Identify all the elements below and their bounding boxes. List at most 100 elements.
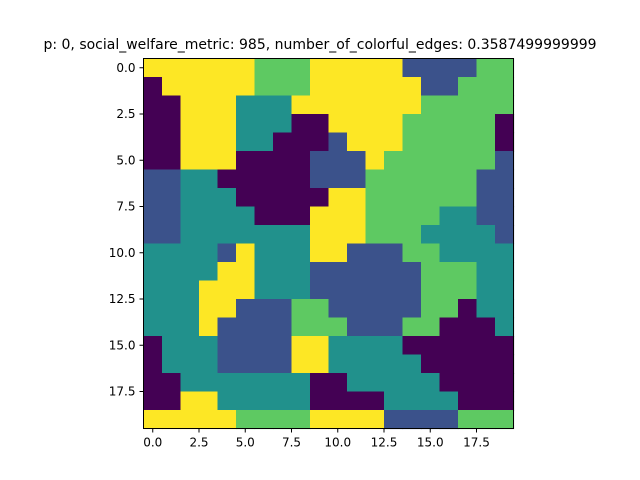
chart-title: p: 0, social_welfare_metric: 985, number…: [43, 37, 596, 53]
heatmap-cell: [328, 206, 348, 226]
heatmap-cell: [458, 206, 478, 226]
heatmap-cell: [384, 77, 404, 97]
heatmap-cell: [162, 169, 182, 189]
heatmap-cell: [458, 336, 478, 356]
heatmap-cell: [217, 317, 237, 337]
heatmap-cell: [254, 95, 274, 115]
heatmap-cell: [402, 280, 422, 300]
heatmap-cell: [310, 243, 330, 263]
heatmap-cell: [384, 373, 404, 393]
heatmap-cell: [143, 262, 163, 282]
heatmap-cell: [236, 299, 256, 319]
heatmap-cell: [254, 151, 274, 171]
heatmap-cell: [310, 58, 330, 78]
heatmap-cell: [347, 317, 367, 337]
heatmap-cell: [476, 391, 496, 411]
heatmap-cell: [439, 243, 459, 263]
heatmap-cell: [365, 225, 385, 245]
heatmap-cell: [458, 354, 478, 374]
heatmap-cell: [365, 354, 385, 374]
heatmap-cell: [439, 206, 459, 226]
heatmap-cell: [347, 262, 367, 282]
heatmap-cell: [143, 373, 163, 393]
heatmap-cell: [291, 280, 311, 300]
heatmap-cell: [365, 206, 385, 226]
heatmap-cell: [291, 225, 311, 245]
heatmap-cell: [495, 77, 515, 97]
heatmap-cell: [476, 188, 496, 208]
heatmap-cell: [495, 58, 515, 78]
heatmap-cell: [180, 336, 200, 356]
heatmap-cell: [365, 188, 385, 208]
heatmap-cell: [273, 58, 293, 78]
heatmap-cell: [291, 336, 311, 356]
heatmap-cell: [217, 132, 237, 152]
heatmap-cell: [162, 354, 182, 374]
heatmap-cell: [217, 188, 237, 208]
heatmap-cell: [273, 95, 293, 115]
heatmap-cell: [365, 77, 385, 97]
heatmap-cell: [365, 95, 385, 115]
heatmap-cell: [162, 317, 182, 337]
heatmap-cell: [199, 95, 219, 115]
heatmap-cell: [254, 206, 274, 226]
heatmap-cell: [236, 280, 256, 300]
heatmap-cell: [310, 391, 330, 411]
x-tick-label: 12.5: [371, 436, 398, 450]
heatmap-cell: [384, 225, 404, 245]
x-tick-label: 15.0: [417, 436, 444, 450]
heatmap-cell: [180, 410, 200, 430]
heatmap-cell: [439, 225, 459, 245]
heatmap-cell: [421, 188, 441, 208]
heatmap-cell: [365, 280, 385, 300]
heatmap-cell: [291, 262, 311, 282]
heatmap-cell: [180, 243, 200, 263]
heatmap-cell: [347, 243, 367, 263]
heatmap-cell: [217, 114, 237, 134]
heatmap-cell: [217, 169, 237, 189]
heatmap-cell: [180, 95, 200, 115]
heatmap-cell: [199, 58, 219, 78]
heatmap-cell: [476, 354, 496, 374]
heatmap-cell: [421, 243, 441, 263]
heatmap-cell: [199, 317, 219, 337]
heatmap-cell: [199, 225, 219, 245]
heatmap-cell: [273, 114, 293, 134]
heatmap-cell: [458, 280, 478, 300]
heatmap-cell: [439, 391, 459, 411]
heatmap-cell: [495, 225, 515, 245]
heatmap-cell: [273, 336, 293, 356]
heatmap-cell: [402, 58, 422, 78]
heatmap-cell: [328, 299, 348, 319]
heatmap-cell: [162, 132, 182, 152]
heatmap-cell: [162, 95, 182, 115]
heatmap-cell: [199, 206, 219, 226]
heatmap-cell: [291, 317, 311, 337]
heatmap-cell: [273, 206, 293, 226]
heatmap-cell: [439, 336, 459, 356]
heatmap-cell: [180, 188, 200, 208]
heatmap-cell: [495, 299, 515, 319]
heatmap-cell: [310, 299, 330, 319]
heatmap-cell: [495, 354, 515, 374]
heatmap-cell: [254, 243, 274, 263]
heatmap-cell: [199, 336, 219, 356]
heatmap-cell: [365, 262, 385, 282]
heatmap-cell: [347, 114, 367, 134]
heatmap-cell: [328, 95, 348, 115]
heatmap-cell: [384, 354, 404, 374]
heatmap-cell: [365, 299, 385, 319]
heatmap-cell: [347, 225, 367, 245]
heatmap-cell: [402, 188, 422, 208]
heatmap-cell: [347, 336, 367, 356]
heatmap-cell: [421, 336, 441, 356]
heatmap-cell: [217, 262, 237, 282]
heatmap-cell: [217, 95, 237, 115]
heatmap-cell: [402, 317, 422, 337]
heatmap-cell: [365, 114, 385, 134]
heatmap-cell: [162, 243, 182, 263]
heatmap-cell: [291, 354, 311, 374]
heatmap-cell: [384, 58, 404, 78]
heatmap-cell: [310, 317, 330, 337]
heatmap-cell: [217, 243, 237, 263]
